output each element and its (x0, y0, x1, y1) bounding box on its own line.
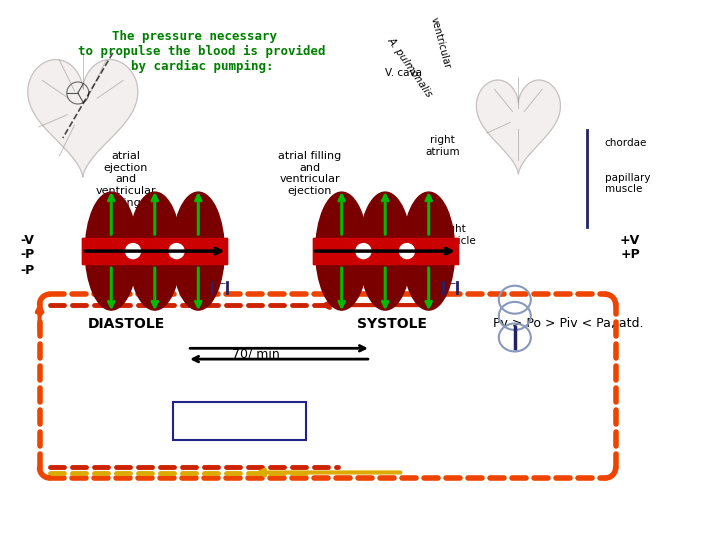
Ellipse shape (125, 244, 140, 259)
Text: atrial
ejection
and
ventricular
filling: atrial ejection and ventricular filling (96, 151, 156, 207)
Ellipse shape (172, 192, 225, 310)
Ellipse shape (400, 244, 415, 259)
Text: SYSTOLE: SYSTOLE (357, 317, 428, 331)
Bar (82, 238, 228, 264)
Ellipse shape (402, 192, 455, 310)
Text: right
atrium: right atrium (426, 135, 460, 157)
Text: +V: +V (620, 234, 640, 247)
Text: Pv > Po > Piv < Pa, atd.: Pv > Po > Piv < Pa, atd. (493, 318, 644, 330)
Text: chordae: chordae (605, 138, 647, 148)
Text: -V: -V (20, 234, 35, 247)
Text: -P: -P (20, 264, 35, 276)
Text: ORGANS: ORGANS (184, 412, 238, 425)
Text: —: — (444, 279, 456, 288)
Text: DIASTOLE: DIASTOLE (87, 317, 165, 331)
FancyBboxPatch shape (173, 402, 306, 440)
Bar (82, 238, 228, 264)
Text: +P: +P (620, 248, 640, 261)
Text: right
ventricle: right ventricle (431, 224, 477, 246)
Text: The pressure necessary
  to propulse the blood is provided
  by cardiac pumping:: The pressure necessary to propulse the b… (63, 30, 325, 73)
Ellipse shape (356, 244, 371, 259)
Text: papillary
muscle: papillary muscle (605, 173, 650, 194)
Ellipse shape (315, 192, 368, 310)
Bar (312, 238, 458, 264)
Ellipse shape (359, 192, 411, 310)
Text: ventricular: ventricular (428, 16, 451, 70)
Polygon shape (28, 59, 138, 177)
Ellipse shape (169, 244, 184, 259)
Text: 70/ min: 70/ min (232, 347, 279, 360)
Text: A. pulmonalis: A. pulmonalis (385, 35, 434, 99)
Polygon shape (477, 80, 560, 174)
Ellipse shape (129, 192, 181, 310)
Text: —: — (214, 279, 225, 288)
Text: V. cava: V. cava (385, 68, 422, 78)
Ellipse shape (85, 192, 138, 310)
Bar (312, 238, 458, 264)
Text: -P: -P (20, 248, 35, 261)
Text: atrial filling
and
ventricular
ejection: atrial filling and ventricular ejection (278, 151, 341, 196)
